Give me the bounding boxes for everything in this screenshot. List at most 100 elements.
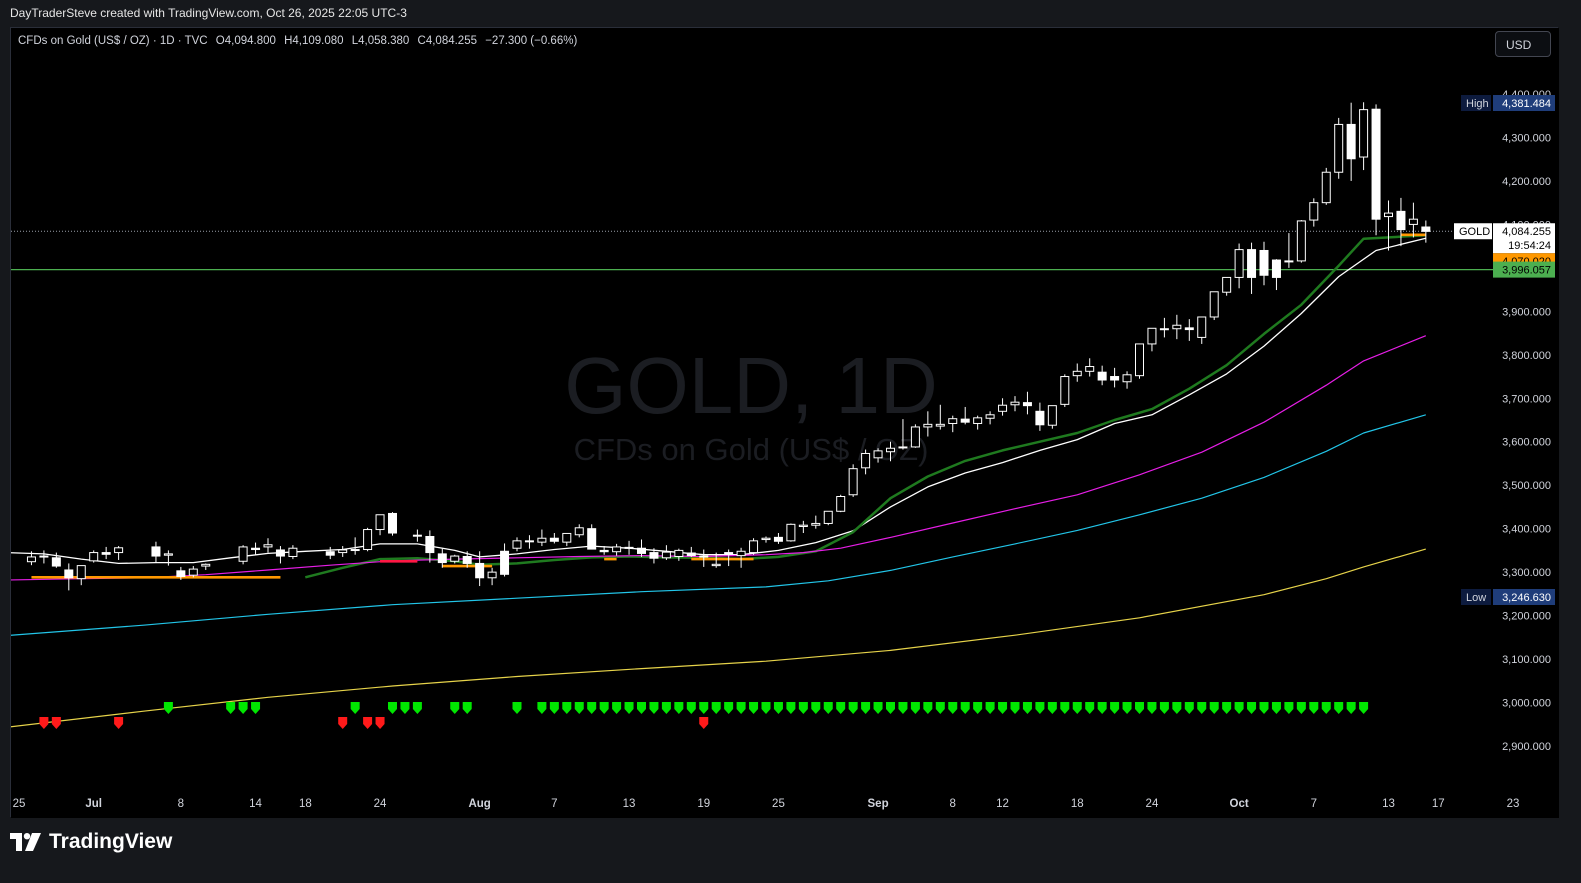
candle [985,411,995,425]
candle-body-down [1259,249,1269,276]
tradingview-logo[interactable]: TradingView [10,830,172,854]
buy-signal-marker [1247,702,1257,715]
buy-signal-marker [699,702,709,715]
currency-button[interactable]: USD [1495,31,1551,57]
candle [1271,259,1281,291]
time-tick-label: 8 [950,798,956,810]
candle-body-up [1147,327,1157,345]
buy-signal-marker [549,702,559,715]
candle-body-up [898,446,908,449]
candle-body-up [836,496,846,512]
candle-body-up [114,547,124,554]
high-tag-label: High [1466,98,1489,110]
buy-signal-marker [973,702,983,715]
price-tick-label: 4,300.000 [1502,132,1551,144]
buy-signal-marker [412,702,422,715]
signal-markers [39,702,1369,730]
candle-body-up [1060,376,1070,405]
candle-body-up [674,549,684,557]
candle [263,538,273,553]
buy-signal-marker [587,702,597,715]
sell-signal-marker [39,717,49,730]
buy-signal-marker [811,702,821,715]
buy-signal-marker [226,702,236,715]
candle-body-down [1421,226,1431,232]
buy-signal-marker [1259,702,1269,715]
buy-signal-marker [1234,702,1244,715]
candle-body-up [1197,316,1207,338]
candle [624,540,634,555]
buy-signal-marker [1321,702,1331,715]
symbol-legend[interactable]: CFDs on Gold (US$ / OZ) · 1D · TVC O4,09… [18,35,582,47]
candle [786,523,796,542]
candle [39,550,49,564]
buy-signal-marker [1334,702,1344,715]
buy-signal-marker [686,702,696,715]
candle-body-down [325,551,335,556]
candle-body-up [711,563,721,567]
buy-signal-marker [1147,702,1157,715]
candle [1135,343,1144,379]
candle [1209,291,1219,321]
candle-body-up [288,547,298,557]
candle [275,546,285,564]
candle [836,494,846,513]
candle [699,549,709,567]
candle [948,415,958,433]
legend-low: L4,058.380 [351,35,410,47]
legend-symbol: CFDs on Gold (US$ / OZ) · 1D · TVC [18,35,208,47]
candle-body-up [985,414,995,419]
candle-body-down [1184,327,1194,331]
buy-signal-marker [798,702,808,715]
candle-body-up [1010,401,1020,406]
watermark-title: GOLD, 1D [564,341,937,430]
price-chart[interactable]: GOLD, 1D CFDs on Gold (US$ / OZ) 2,900.0… [11,28,1559,818]
candle [425,530,435,563]
candle [325,546,335,560]
candle [749,538,759,555]
candle [811,515,821,529]
low-tag-label: Low [1466,592,1486,604]
time-tick-label: 18 [1071,798,1084,810]
candle [898,419,908,450]
candle-body-up [1135,343,1144,377]
buy-signal-marker [400,702,410,715]
high-tag-value: 4,381.484 [1502,98,1551,110]
candle [64,563,74,591]
candle [761,536,771,543]
candle-body-down [960,418,970,423]
time-tick-label: 17 [1432,798,1445,810]
candle [973,415,983,430]
buy-signal-marker [711,702,721,715]
candle-body-down [587,528,597,550]
buy-signal-marker [512,702,522,715]
candle-body-down [1247,249,1257,278]
buy-signal-marker [923,702,933,715]
time-tick-label: 13 [623,798,636,810]
candle [998,398,1008,416]
time-axis[interactable]: 25 Jul 8 14 18 24 Aug 7 13 19 25 Sep 8 12 18 24 Oct 7 13 17… [13,798,1559,810]
candle-body-up [363,529,373,551]
buy-signal-marker [985,702,995,715]
candle-body-up [263,544,273,548]
time-tick-label: 12 [996,798,1009,810]
buy-signal-marker [848,702,858,715]
time-tick-label: 25 [13,798,26,810]
candle [51,552,61,568]
chart-pane[interactable]: GOLD, 1D CFDs on Gold (US$ / OZ) 2,900.0… [10,27,1559,818]
candle-body-down [388,512,397,534]
candle-body-up [1334,123,1344,173]
candle [338,546,348,557]
buy-signal-marker [1072,702,1082,715]
price-tick-label: 2,900.000 [1502,741,1551,753]
candle-body-down [64,569,74,579]
candle [201,563,211,570]
candle-body-up [661,551,671,559]
buy-signal-marker [674,702,684,715]
buy-signal-marker [1309,702,1319,715]
candle-body-up [1284,260,1294,263]
buy-signal-marker [1209,702,1219,715]
candles[interactable] [26,102,1431,591]
time-tick-label: Aug [468,798,490,810]
candle-body-up [1309,202,1319,221]
